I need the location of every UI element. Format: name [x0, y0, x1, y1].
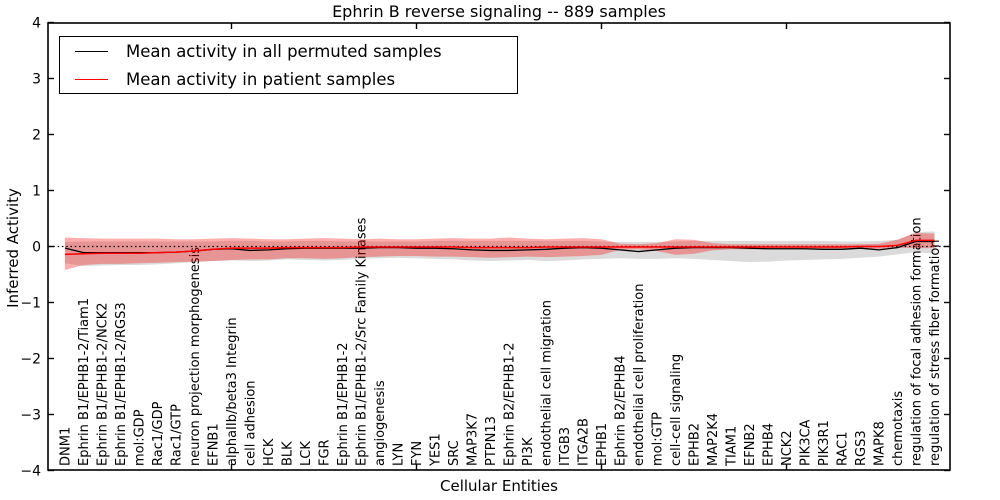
x-tick-label: Rac1/GDP — [151, 401, 166, 466]
y-tick-label: 2 — [32, 128, 41, 144]
x-tick-label: MAP2K4 — [706, 413, 721, 466]
band-patient — [65, 233, 935, 271]
y-tick-label: 1 — [32, 184, 41, 200]
x-tick-label: LCK — [299, 441, 314, 466]
x-tick-label: EPHB2 — [688, 423, 703, 466]
x-tick-label: EPHB1 — [595, 423, 610, 466]
x-tick-label: endothelial cell proliferation — [632, 284, 647, 467]
chart-title: Ephrin B reverse signaling -- 889 sample… — [332, 2, 666, 21]
x-tick-label: cell-cell signaling — [669, 354, 684, 466]
y-axis-label: Inferred Activity — [4, 188, 22, 308]
x-tick-label: Ephrin B1/EPHB1-2 — [336, 342, 351, 466]
x-tick-label: RAC1 — [836, 431, 851, 466]
series-line-patient — [64, 239, 935, 256]
x-tick-label: RGS3 — [854, 430, 869, 466]
x-tick-label: ITGA2B — [577, 418, 592, 466]
legend-line-permuted-icon — [75, 50, 108, 52]
x-tick-label: EFNB2 — [743, 423, 758, 466]
x-tick-label: FGR — [318, 439, 333, 466]
x-tick-label: Ephrin B1/EPHB1-2/Tiam1 — [77, 298, 92, 466]
x-tick-label: endothelial cell migration — [540, 300, 555, 466]
x-tick-label: Ephrin B2/EPHB4 — [614, 355, 629, 466]
x-tick-label: mol:GDP — [133, 409, 148, 466]
x-tick-label: Ephrin B1/EPHB1-2/Src Family Kinases — [355, 217, 370, 466]
x-tick-label: regulation of focal adhesion formation — [910, 217, 925, 466]
x-tick-label: mol:GTP — [651, 412, 666, 466]
y-tick-label: −3 — [20, 408, 41, 424]
x-tick-label: PIK3CA — [799, 419, 814, 466]
x-tick-label: MAP3K7 — [466, 413, 481, 466]
x-tick-label: chemotaxis — [891, 391, 906, 466]
x-tick-label: EFNB1 — [207, 423, 222, 466]
y-tick-label: 0 — [32, 240, 41, 256]
legend-label-patient: Mean activity in patient samples — [126, 69, 396, 89]
x-tick-label: DNM1 — [59, 427, 74, 466]
y-tick-label: 3 — [32, 72, 41, 88]
x-tick-label: YES1 — [429, 433, 444, 467]
legend-row-patient: Mean activity in patient samples — [60, 65, 517, 93]
x-tick-label: PI3K — [521, 437, 536, 466]
x-tick-label: PIK3R1 — [817, 420, 832, 466]
x-tick-label: TIAM1 — [725, 426, 740, 467]
x-tick-label: NCK2 — [780, 430, 795, 466]
x-tick-label: Ephrin B2/EPHB1-2 — [503, 342, 518, 466]
x-tick-label: FYN — [410, 441, 425, 466]
x-tick-label: alphaIIb/beta3 Integrin — [225, 317, 240, 466]
x-tick-label: LYN — [392, 443, 407, 466]
x-tick-label: Ephrin B1/EPHB1-2/NCK2 — [96, 302, 111, 466]
x-tick-label: Ephrin B1/EPHB1-2/RGS3 — [114, 302, 129, 466]
x-tick-label: HCK — [262, 438, 277, 466]
y-tick-label: 4 — [32, 16, 41, 32]
legend-label-permuted: Mean activity in all permuted samples — [126, 41, 442, 61]
x-tick-label: SRC — [447, 440, 462, 466]
x-tick-label: angiogenesis — [373, 380, 388, 466]
x-tick-label: neuron projection morphogenesis — [188, 247, 203, 466]
y-tick-label: −4 — [20, 464, 41, 480]
x-tick-label: EPHB4 — [762, 423, 777, 466]
x-tick-label: MAPK8 — [873, 421, 888, 466]
x-tick-label: regulation of stress fiber formation — [928, 239, 943, 466]
y-tick-label: −1 — [20, 296, 41, 312]
x-tick-label: cell adhesion — [244, 380, 259, 466]
x-tick-label: Rac1/GTP — [170, 404, 185, 466]
x-tick-label: PTPN13 — [484, 416, 499, 466]
y-tick-label: −2 — [20, 352, 41, 368]
x-tick-label: ITGB3 — [558, 427, 573, 466]
x-tick-label: BLK — [281, 441, 296, 466]
legend: Mean activity in all permuted samples Me… — [59, 36, 518, 94]
band-permuted — [65, 231, 935, 267]
legend-row-permuted: Mean activity in all permuted samples — [60, 37, 517, 65]
x-axis-label: Cellular Entities — [440, 477, 558, 495]
legend-line-patient-icon — [75, 78, 108, 80]
